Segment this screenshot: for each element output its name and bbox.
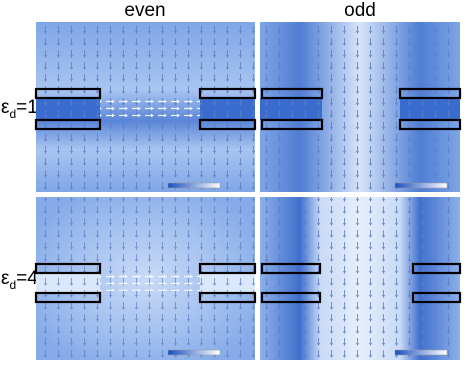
column-header: even	[124, 0, 165, 21]
figure: even odd εd=1 εd=4	[0, 0, 466, 375]
subscript: d	[9, 278, 16, 292]
field-panel	[260, 197, 460, 360]
field-panel	[36, 22, 255, 192]
equation: =1	[16, 97, 38, 118]
row-label: εd=1	[1, 97, 38, 121]
field-panel	[260, 22, 460, 192]
column-header: odd	[344, 0, 376, 21]
subscript: d	[9, 107, 16, 121]
row-label: εd=4	[1, 268, 38, 292]
field-panel	[36, 197, 255, 360]
